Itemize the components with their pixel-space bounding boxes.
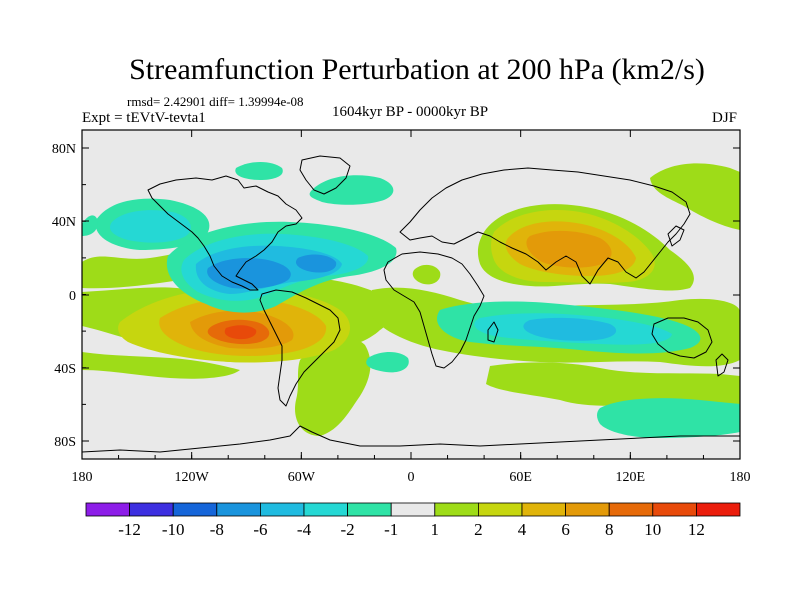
colorbar-label: 2 <box>474 520 483 539</box>
colorbar-swatch <box>129 502 174 517</box>
contour-south-america-core <box>224 325 257 340</box>
colorbar-label: 6 <box>561 520 570 539</box>
colorbar-label: 10 <box>644 520 661 539</box>
latitude-labels: 80N 40N 0 40S 80S <box>52 142 76 450</box>
colorbar-swatch <box>608 502 654 517</box>
colorbar-label: 1 <box>431 520 440 539</box>
colorbar-swatch <box>696 502 741 517</box>
contour-arctic-low <box>235 162 283 180</box>
colorbar-label: 12 <box>688 520 705 539</box>
colorbar-swatch <box>303 502 348 517</box>
coastline-australia <box>651 317 713 359</box>
colorbar-label: -4 <box>297 520 312 539</box>
coastline-madagascar <box>487 321 499 343</box>
colorbar-swatch <box>521 502 566 517</box>
colorbar-label: 8 <box>605 520 614 539</box>
contour-south-pacific-low <box>366 352 409 373</box>
coastline-japan <box>667 225 685 247</box>
colorbar-swatch <box>652 502 697 517</box>
coastline-antarctica <box>82 425 740 453</box>
experiment-line: Expt = tEVtV-tevta1 <box>82 110 206 126</box>
lon-label: 180 <box>730 470 751 485</box>
colorbar: -12 -10 -8 -6 -4 -2 -1 1 2 4 6 8 10 12 <box>85 502 741 539</box>
colorbar-label: 4 <box>518 520 527 539</box>
lat-label: 40N <box>52 215 76 230</box>
contour-south-pacific-green <box>82 352 240 379</box>
colorbar-swatch <box>390 502 436 517</box>
lat-label: 0 <box>69 289 76 304</box>
colorbar-label: -12 <box>118 520 141 539</box>
colorbar-swatch <box>347 502 392 517</box>
colorbar-swatch <box>477 502 523 517</box>
contour-north-america-low-4 <box>207 258 291 289</box>
colorbar-swatch <box>434 502 479 517</box>
lon-label: 120E <box>616 470 646 485</box>
colorbar-swatch <box>565 502 610 517</box>
contour-north-pacific-east-green <box>650 163 740 230</box>
contour-southern-ocean-low <box>597 398 740 438</box>
chart-title: Streamfunction Perturbation at 200 hPa (… <box>129 53 705 86</box>
coastlines <box>82 155 740 453</box>
stats-line: rmsd= 2.42901 diff= 1.39994e-08 <box>127 94 304 109</box>
contour-arabia-green <box>412 264 441 285</box>
contour-indian-ocean-low-core <box>523 317 617 341</box>
field-layer <box>82 130 740 459</box>
coastline-eurasia <box>399 167 691 285</box>
lat-label: 80S <box>54 435 76 450</box>
axis-ticks <box>81 130 741 459</box>
lon-label: 120W <box>175 470 210 485</box>
coastline-greenland <box>299 155 351 195</box>
colorbar-swatch <box>216 502 261 517</box>
lon-label: 180 <box>72 470 93 485</box>
lon-label: 60W <box>288 470 316 485</box>
contour-asia-deep-orange <box>526 230 612 268</box>
lat-label: 40S <box>54 362 76 377</box>
colorbar-swatch <box>85 502 130 517</box>
contour-north-pacific-low-inner <box>109 210 191 243</box>
lon-label: 0 <box>408 470 415 485</box>
colorbar-label: -8 <box>210 520 224 539</box>
coastline-south-america <box>259 289 341 407</box>
lat-label: 80N <box>52 142 76 157</box>
season-label: DJF <box>712 110 738 126</box>
colorbar-swatch <box>172 502 218 517</box>
lon-label: 60E <box>509 470 532 485</box>
coastline-new-zealand <box>715 353 729 377</box>
colorbar-label: -10 <box>162 520 185 539</box>
contour-north-america-low-core <box>295 254 337 273</box>
colorbar-label: -1 <box>384 520 398 539</box>
period-line: 1604kyr BP - 0000kyr BP <box>331 104 489 120</box>
coastline-africa <box>383 251 485 369</box>
contour-south-indian-green <box>486 362 740 410</box>
colorbar-label: -6 <box>253 520 267 539</box>
contour-atlantic-low <box>309 175 394 205</box>
coastline-north-america <box>147 175 303 291</box>
longitude-labels: 180 120W 60W 0 60E 120E 180 <box>72 470 751 485</box>
colorbar-swatch <box>259 502 305 517</box>
colorbar-label: -2 <box>341 520 355 539</box>
